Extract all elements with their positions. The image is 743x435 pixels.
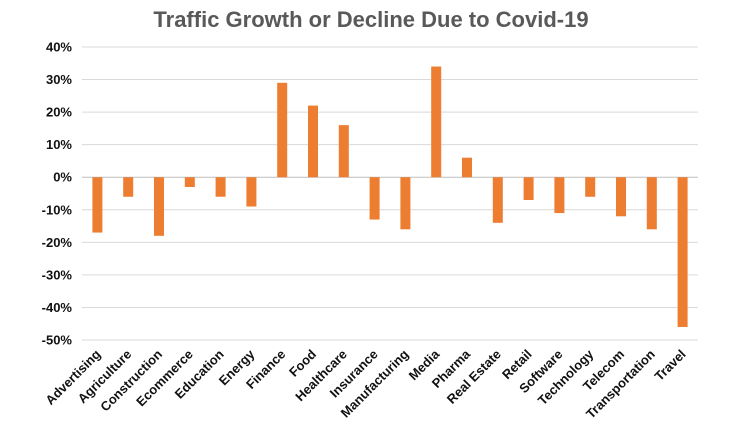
bars xyxy=(92,66,688,327)
y-tick-label: -50% xyxy=(42,333,73,348)
gridlines xyxy=(82,46,698,341)
bar-media xyxy=(431,66,442,178)
bar-agriculture xyxy=(123,177,134,197)
y-axis-tick-labels: 40% 30% 20% 10% 0% -10% -20% -30% -40% -50% xyxy=(42,40,73,348)
bar-ecommerce xyxy=(184,177,195,187)
y-tick-label: -20% xyxy=(42,235,73,250)
y-tick-label: -30% xyxy=(42,267,73,282)
bar-technology xyxy=(585,177,596,197)
y-tick-label: 10% xyxy=(46,137,72,152)
bar-advertising xyxy=(92,177,103,233)
bar-manufacturing xyxy=(400,177,411,230)
x-axis-category-labels: AdvertisingAgricultureConstructionEcomme… xyxy=(42,346,688,422)
y-tick-label: 30% xyxy=(46,72,72,87)
y-tick-label: 40% xyxy=(46,40,72,55)
bar-finance xyxy=(277,82,288,178)
bar-transportation xyxy=(646,177,657,230)
bar-travel xyxy=(677,177,688,327)
bar-construction xyxy=(154,177,164,236)
chart-title: Traffic Growth or Decline Due to Covid-1… xyxy=(153,7,588,32)
bar-pharma xyxy=(462,157,472,178)
bar-food xyxy=(308,105,318,178)
x-tick-label: Travel xyxy=(652,347,689,384)
bar-insurance xyxy=(369,177,380,220)
bar-real-estate xyxy=(492,177,503,223)
bar-education xyxy=(215,177,226,197)
bar-healthcare xyxy=(338,125,349,178)
y-tick-label: 20% xyxy=(46,105,72,120)
bar-retail xyxy=(523,177,534,201)
y-tick-label: 0% xyxy=(53,170,72,185)
y-tick-label: -40% xyxy=(42,300,73,315)
bar-energy xyxy=(246,177,257,207)
y-tick-label: -10% xyxy=(42,202,73,217)
bar-software xyxy=(554,177,565,214)
bar-telecom xyxy=(616,177,626,217)
